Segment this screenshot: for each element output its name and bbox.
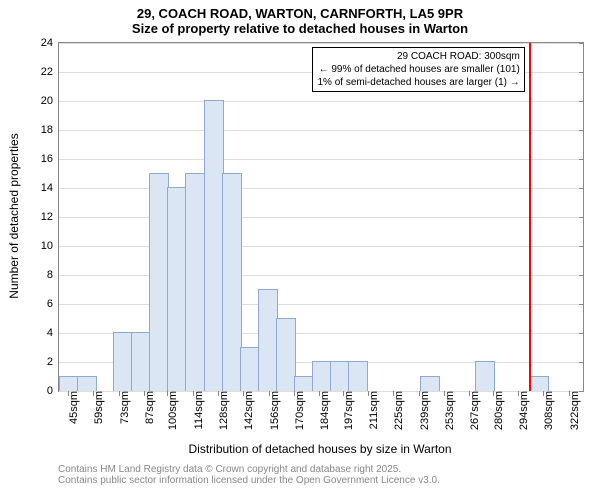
histogram-bar [276,318,296,392]
title-line-2: Size of property relative to detached ho… [0,21,600,36]
x-tick-label: 73sqm [113,391,131,424]
gridline-h [59,304,583,305]
histogram-bar [59,376,79,392]
x-tick-label: 239sqm [413,391,431,430]
footer-line-2: Contains public sector information licen… [58,475,440,486]
x-tick-label: 128sqm [212,391,230,430]
x-tick-label: 59sqm [87,391,105,424]
histogram-bar [77,376,97,392]
y-tick-mark [579,72,584,73]
gridline-h [59,130,583,131]
y-tick-label: 12 [41,211,59,223]
y-tick-label: 14 [41,182,59,194]
histogram-bar [167,187,187,391]
histogram-bar [222,173,242,392]
y-tick-label: 2 [47,356,59,368]
y-tick-mark [579,333,584,334]
histogram-bar [312,361,332,391]
y-tick-mark [579,43,584,44]
y-tick-mark [579,362,584,363]
histogram-bar [131,332,151,391]
y-tick-mark [579,188,584,189]
x-tick-label: 87sqm [138,391,156,424]
x-tick-label: 170sqm [288,391,306,430]
x-tick-label: 156sqm [263,391,281,430]
x-tick-label: 45sqm [62,391,80,424]
histogram-bar [420,376,440,392]
gridline-h [59,159,583,160]
histogram-bar [258,289,278,392]
x-axis-label: Distribution of detached houses by size … [58,442,582,456]
y-tick-mark [579,159,584,160]
y-tick-label: 24 [41,37,59,49]
y-tick-mark [579,130,584,131]
histogram-bar [330,361,350,391]
gridline-h [59,101,583,102]
chart-container: 29, COACH ROAD, WARTON, CARNFORTH, LA5 9… [0,0,600,500]
title-line-1: 29, COACH ROAD, WARTON, CARNFORTH, LA5 9… [0,6,600,21]
y-tick-label: 18 [41,124,59,136]
y-tick-label: 20 [41,95,59,107]
x-tick-label: 225sqm [387,391,405,430]
footer: Contains HM Land Registry data © Crown c… [58,464,440,486]
x-tick-label: 211sqm [362,391,380,429]
histogram-bar [149,173,169,392]
x-tick-label: 294sqm [512,391,530,430]
gridline-h [59,246,583,247]
y-tick-mark [579,101,584,102]
x-tick-label: 280sqm [487,391,505,430]
y-tick-label: 10 [41,240,59,252]
annotation-line-1: 29 COACH ROAD: 300sqm [317,50,519,63]
reference-line [529,43,531,391]
annotation-box: 29 COACH ROAD: 300sqm ← 99% of detached … [312,47,524,92]
gridline-h [59,275,583,276]
x-tick-label: 308sqm [537,391,555,430]
y-tick-label: 6 [47,298,59,310]
gridline-h [59,43,583,44]
y-tick-label: 8 [47,269,59,281]
histogram-bar [113,332,133,391]
y-tick-label: 0 [47,385,59,397]
y-axis-label: Number of detached properties [7,116,21,316]
y-tick-mark [579,246,584,247]
x-tick-label: 197sqm [337,391,355,430]
x-tick-label: 253sqm [438,391,456,430]
plot-area: 024681012141618202224 45sqm59sqm73sqm87s… [58,42,584,392]
x-tick-label: 322sqm [563,391,581,430]
y-tick-mark [579,275,584,276]
histogram-bar [294,376,314,392]
x-tick-label: 100sqm [161,391,179,430]
histogram-bar [204,100,224,391]
footer-line-1: Contains HM Land Registry data © Crown c… [58,464,440,475]
y-tick-mark [579,217,584,218]
y-tick-label: 16 [41,153,59,165]
x-tick-label: 142sqm [237,391,255,430]
histogram-bar [240,347,260,392]
gridline-h [59,188,583,189]
histogram-bar [185,173,205,392]
histogram-bar [348,361,368,391]
x-tick-label: 114sqm [187,391,205,429]
histogram-bar [475,361,495,391]
annotation-line-2: ← 99% of detached houses are smaller (10… [317,63,519,76]
y-tick-mark [579,304,584,305]
chart-title: 29, COACH ROAD, WARTON, CARNFORTH, LA5 9… [0,0,600,36]
histogram-bar [529,376,549,392]
y-tick-label: 4 [47,327,59,339]
gridline-h [59,217,583,218]
annotation-line-3: 1% of semi-detached houses are larger (1… [317,76,519,89]
x-tick-label: 267sqm [463,391,481,430]
x-tick-label: 184sqm [313,391,331,430]
y-tick-label: 22 [41,66,59,78]
